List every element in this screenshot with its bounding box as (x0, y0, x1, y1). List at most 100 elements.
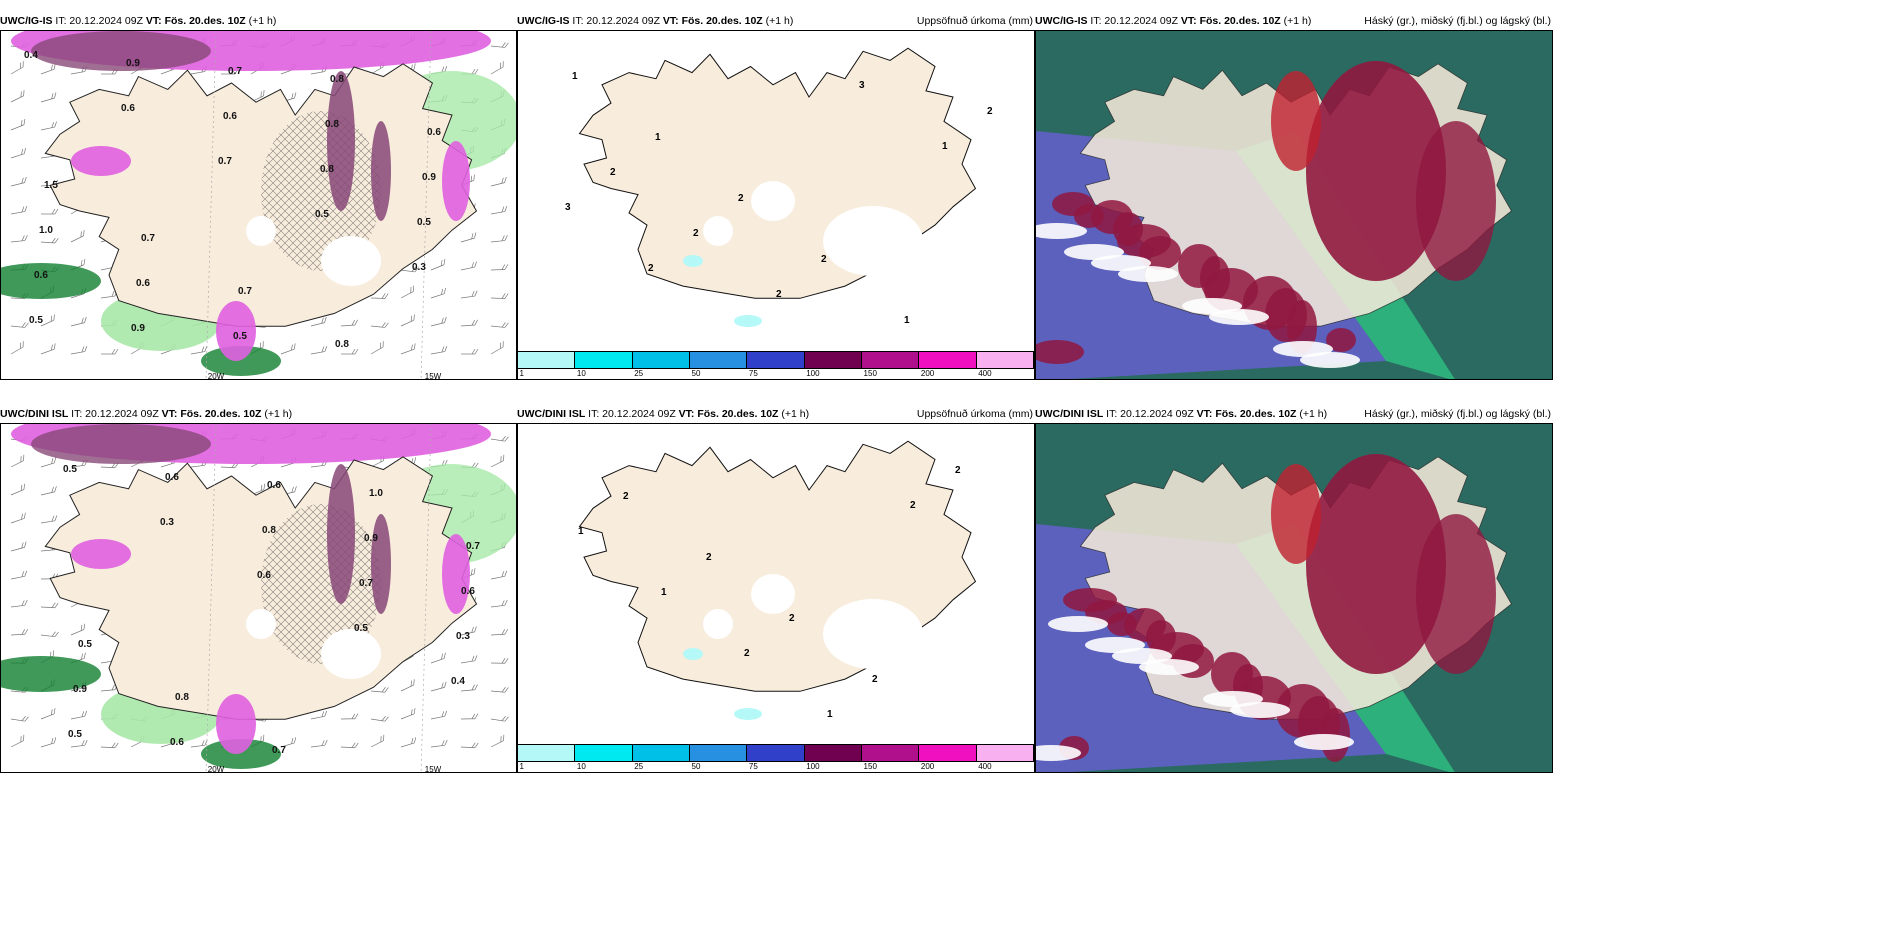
wind-barb (40, 343, 56, 355)
glacier (823, 599, 923, 669)
colorbar-tick-label: 10 (576, 369, 586, 378)
low-cloud (1063, 588, 1117, 612)
cloud-value-label: 0.4 (451, 676, 465, 687)
wind-barb (490, 628, 509, 636)
cloud-value-label: 0.3 (160, 517, 174, 528)
cloud-high (442, 141, 470, 221)
colorbar-tick-label: 100 (806, 762, 820, 771)
wind-barb (370, 293, 389, 299)
cloud-value-label: 0.8 (262, 525, 276, 536)
wind-barb (460, 319, 478, 327)
low-cloud (1276, 684, 1330, 738)
wind-barb (400, 708, 416, 720)
precip-value-label: 1 (572, 71, 578, 82)
glacier (321, 629, 381, 679)
wind-barb (490, 42, 509, 48)
cloud-value-label: 0.6 (267, 480, 281, 491)
colorbar-tick-label: 400 (978, 762, 992, 771)
colorbar-cell (689, 352, 748, 368)
wind-barb (10, 235, 28, 243)
wind-barb (70, 345, 88, 355)
init-time: IT: 20.12.2024 09Z (55, 15, 143, 27)
precip-value-label: 2 (872, 674, 878, 685)
glacier (246, 609, 276, 639)
wind-barb (70, 623, 86, 636)
wind-barb (461, 348, 479, 355)
wind-barb (460, 713, 479, 720)
lead-time: (+1 h) (248, 15, 277, 27)
low-cloud (1416, 514, 1496, 674)
colorbar-cell (804, 352, 862, 368)
cloud-value-label: 0.3 (456, 631, 470, 642)
valid-time: Fös. 20.des. 10Z (1215, 408, 1297, 420)
map-dini-precip: 2 2 2 2 2 1 1 2 1 2 (518, 424, 1034, 744)
valid-time: Fös. 20.des. 10Z (681, 15, 763, 27)
wind-barb (40, 631, 59, 638)
wind-barb (430, 681, 447, 692)
wind-barb (10, 176, 27, 187)
wind-barb (430, 652, 446, 664)
cloud-value-label: 0.6 (136, 278, 150, 289)
cloud-value-label: 0.5 (29, 315, 43, 326)
wind-barb (490, 61, 504, 75)
wind-barb (341, 348, 359, 355)
precip-value-label: 2 (789, 613, 795, 624)
clear-area (1182, 298, 1242, 314)
wind-barb (40, 237, 59, 244)
wind-barb (40, 737, 57, 748)
precip-value-label: 2 (623, 491, 629, 502)
wind-barb (10, 628, 29, 636)
wind-barb (460, 742, 479, 749)
valid-time: Fös. 20.des. 10Z (697, 408, 779, 420)
colorbar-cell (861, 352, 920, 368)
wind-barb (40, 602, 59, 609)
cloud-low (201, 739, 281, 769)
glacier (321, 236, 381, 286)
model-name: UWC/IG-IS (1035, 15, 1088, 27)
precip-value-label: 1 (661, 587, 667, 598)
cloud-value-label: 0.4 (24, 50, 38, 61)
wind-barb (400, 266, 419, 273)
wind-barb (460, 232, 477, 243)
wind-barb (10, 599, 28, 608)
cloud-value-label: 0.7 (238, 286, 252, 297)
precip-area (683, 648, 703, 660)
clear-area (1048, 616, 1108, 632)
longitude-label: 20W (208, 372, 225, 380)
cloud-value-label: 0.6 (165, 472, 179, 483)
map-igis-layers (1036, 31, 1552, 379)
colorbar-tick-label: 150 (863, 369, 877, 378)
cloud-high (71, 539, 131, 569)
map-panel-igis-layers (1035, 30, 1553, 380)
colorbar-cell (518, 745, 576, 761)
colorbar-tick-label: 1 (519, 369, 524, 378)
longitude-label: 15W (425, 765, 442, 773)
wind-barb (310, 345, 328, 355)
meridian (205, 424, 217, 772)
wind-barb (280, 737, 297, 748)
wind-barb (40, 515, 58, 524)
clear-area (1036, 745, 1081, 761)
cloud-value-label: 0.5 (315, 209, 329, 220)
cloud-mid (31, 424, 211, 464)
wind-barb (100, 742, 119, 749)
wind-barb (490, 341, 504, 355)
model-name: UWC/IG-IS (0, 15, 53, 27)
model-name: UWC/IG-IS (517, 15, 570, 27)
wind-barb (430, 258, 446, 271)
colorbar-tick-label: 75 (748, 369, 758, 378)
wind-barb (70, 230, 85, 243)
wind-barb (370, 322, 389, 328)
colorbar-tick-label: 100 (806, 369, 820, 378)
cloud-value-label: 0.6 (121, 103, 135, 114)
wind-barb (490, 436, 509, 442)
precip-value-label: 1 (655, 132, 661, 143)
wind-barb (40, 457, 57, 468)
wind-barb (310, 739, 328, 748)
cloud-value-label: 0.7 (359, 578, 373, 589)
colorbar-tick-label: 200 (920, 762, 935, 771)
cloud-value-label: 1.5 (44, 180, 58, 191)
cloud-value-label: 0.8 (330, 74, 344, 85)
wind-barb (10, 90, 25, 103)
wind-barb (10, 322, 29, 328)
